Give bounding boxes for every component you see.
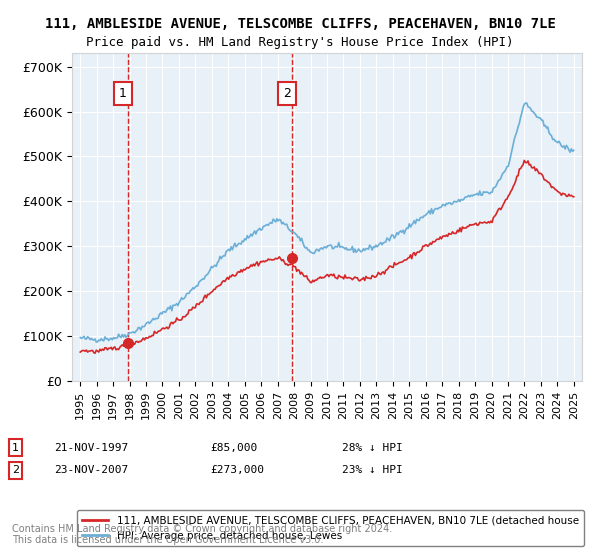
- Text: 1: 1: [12, 443, 19, 453]
- Legend: 111, AMBLESIDE AVENUE, TELSCOMBE CLIFFS, PEACEHAVEN, BN10 7LE (detached house, H: 111, AMBLESIDE AVENUE, TELSCOMBE CLIFFS,…: [77, 510, 584, 546]
- Text: Price paid vs. HM Land Registry's House Price Index (HPI): Price paid vs. HM Land Registry's House …: [86, 36, 514, 49]
- Text: 2: 2: [283, 87, 291, 100]
- Text: 1: 1: [119, 87, 127, 100]
- Text: This data is licensed under the Open Government Licence v3.0.: This data is licensed under the Open Gov…: [12, 535, 323, 545]
- Text: £85,000: £85,000: [210, 443, 257, 453]
- Text: £273,000: £273,000: [210, 465, 264, 475]
- Text: 21-NOV-1997: 21-NOV-1997: [54, 443, 128, 453]
- Text: 111, AMBLESIDE AVENUE, TELSCOMBE CLIFFS, PEACEHAVEN, BN10 7LE: 111, AMBLESIDE AVENUE, TELSCOMBE CLIFFS,…: [44, 17, 556, 31]
- Text: 28% ↓ HPI: 28% ↓ HPI: [342, 443, 403, 453]
- Text: 23% ↓ HPI: 23% ↓ HPI: [342, 465, 403, 475]
- Text: 2: 2: [12, 465, 19, 475]
- Text: 23-NOV-2007: 23-NOV-2007: [54, 465, 128, 475]
- Text: Contains HM Land Registry data © Crown copyright and database right 2024.: Contains HM Land Registry data © Crown c…: [12, 524, 392, 534]
